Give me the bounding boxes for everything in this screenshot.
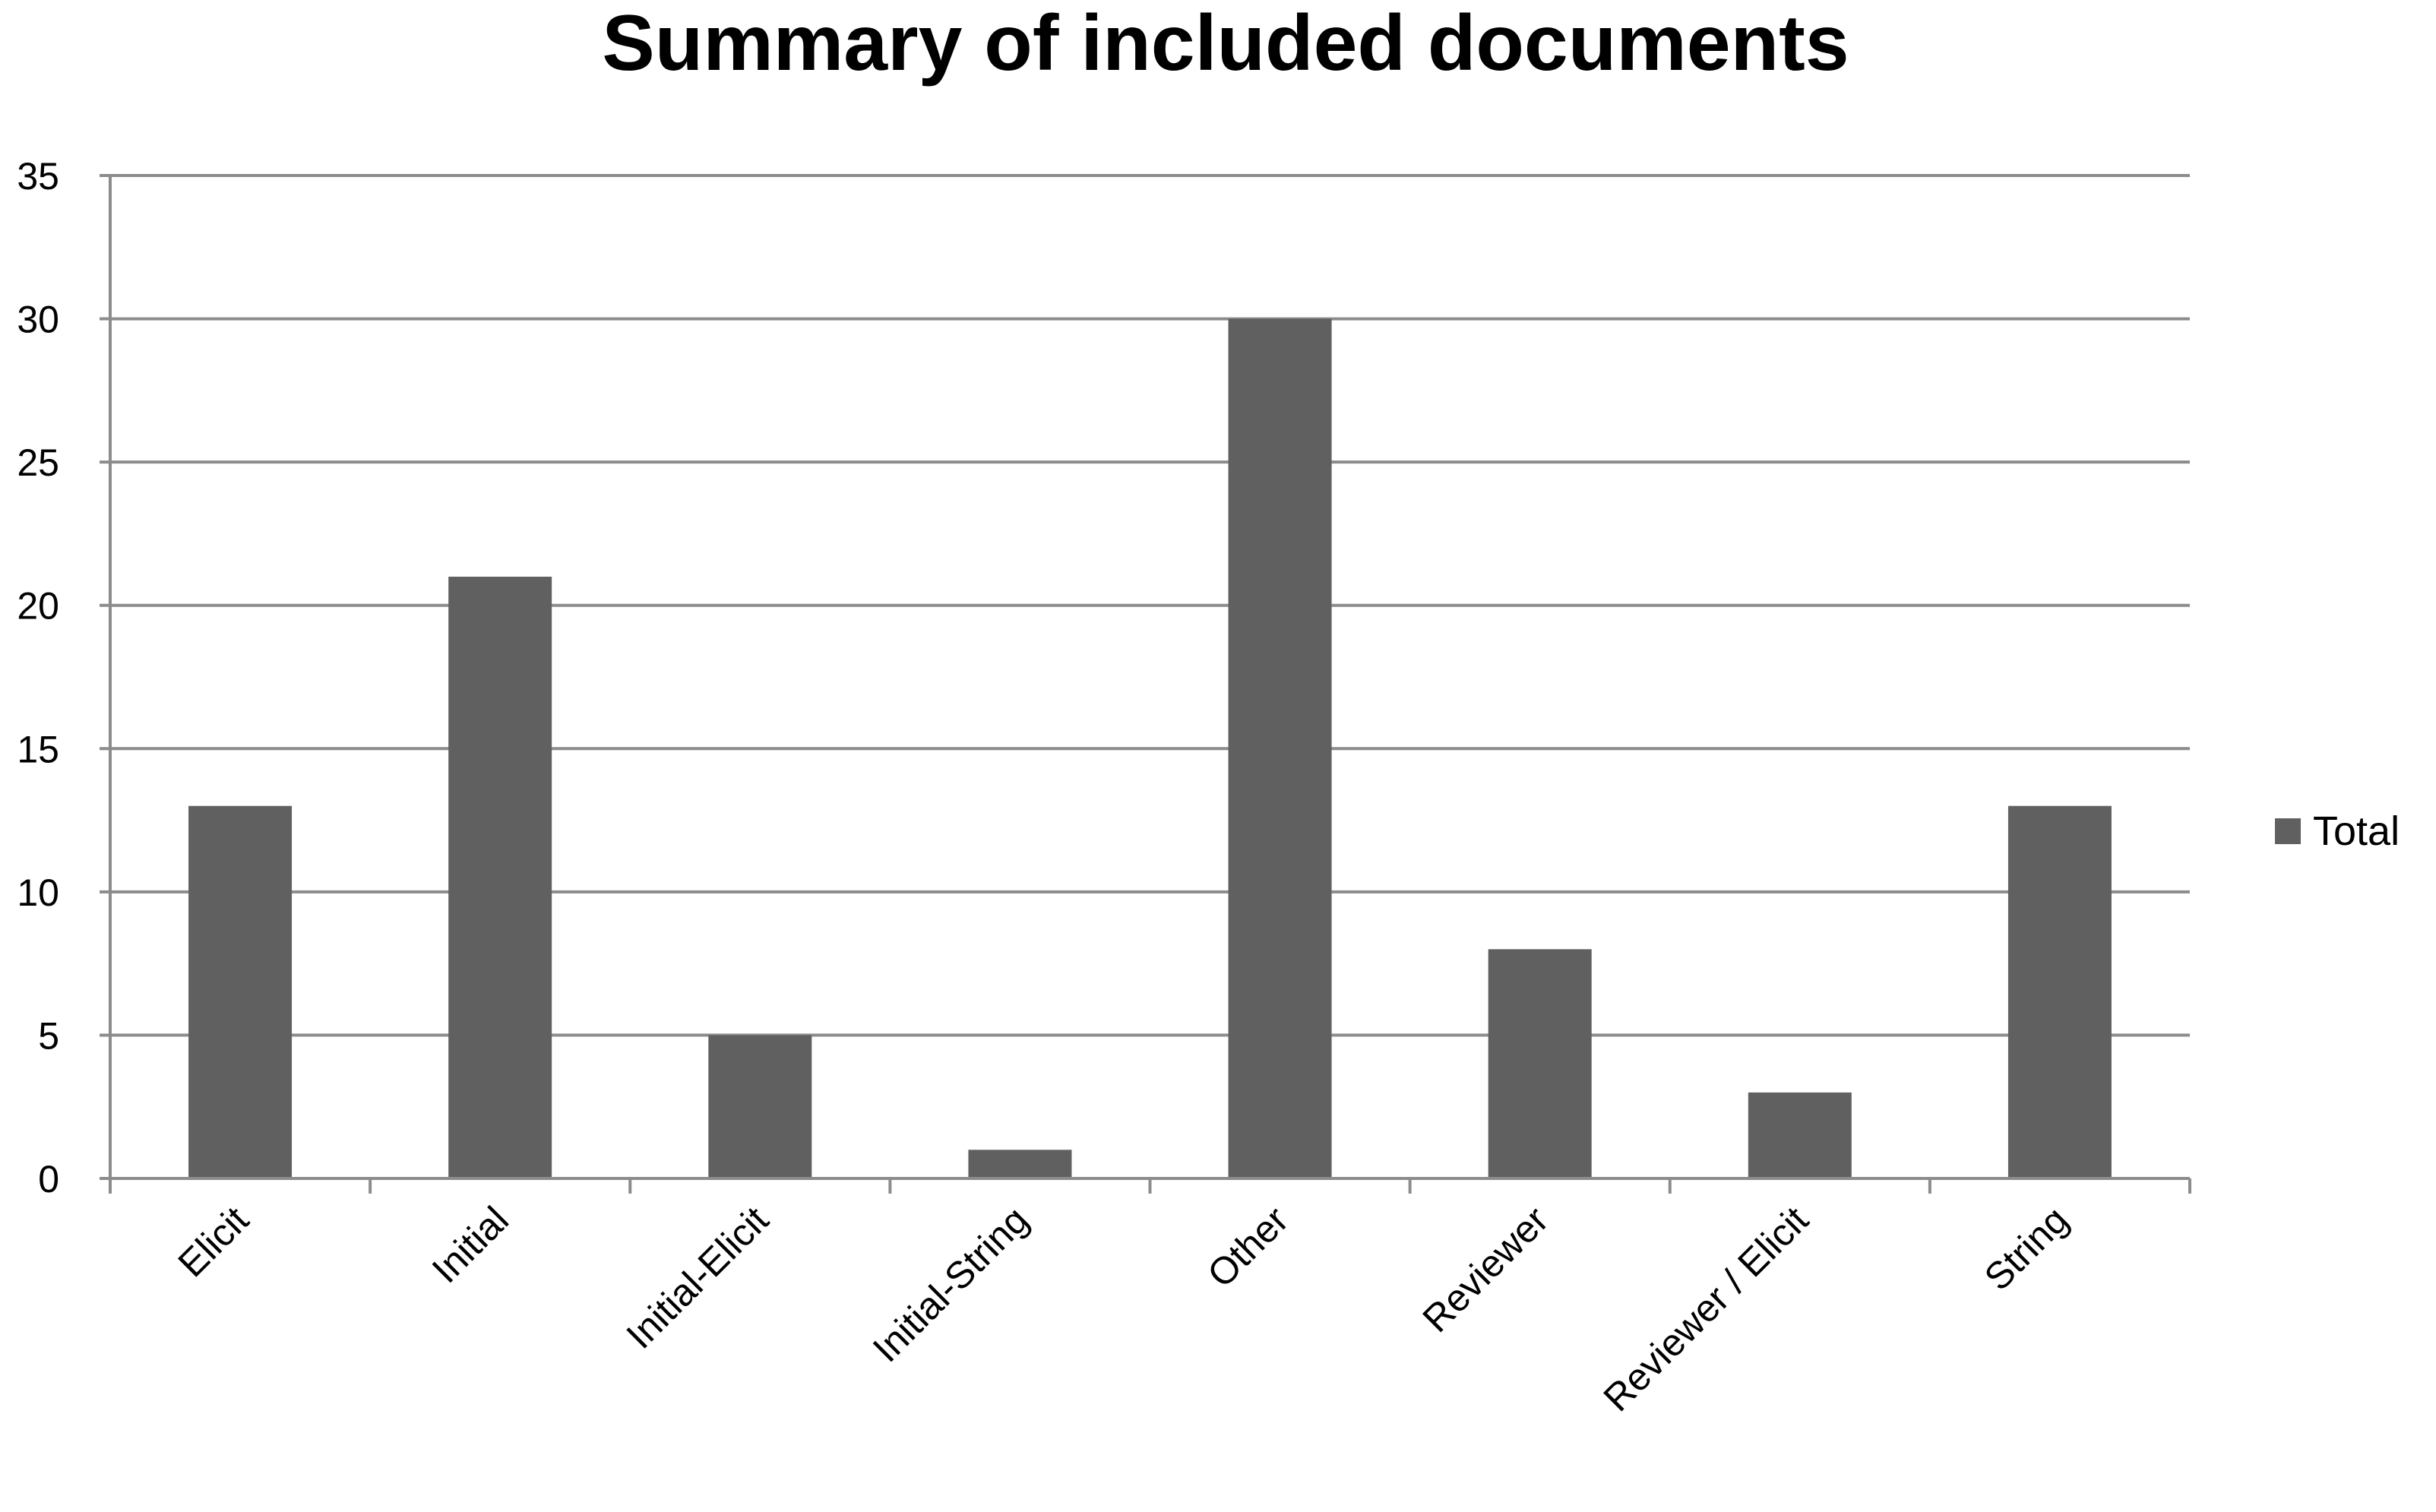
x-tick-labels: Elicit Initial Initial-Elicit Initial-Strin…: [170, 1198, 2077, 1419]
legend-swatch: [2275, 818, 2301, 844]
y-tick-label: 10: [17, 871, 59, 914]
x-tick-label: String: [1976, 1198, 2077, 1298]
bar-other: [1228, 318, 1332, 1179]
bar-string: [2007, 805, 2112, 1178]
bar-reviewer-elicit: [1748, 1092, 1852, 1178]
y-tick-label: 5: [38, 1014, 59, 1057]
y-tick-label: 20: [17, 585, 59, 628]
chart-title: Summary of included documents: [602, 0, 1849, 87]
legend-label-total: Total: [2313, 808, 2400, 854]
x-tick-label: Other: [1199, 1198, 1296, 1295]
bar-reviewer: [1488, 949, 1592, 1178]
x-tick-label: Initial-Elicit: [618, 1198, 777, 1357]
legend: Total: [2275, 808, 2400, 854]
gridlines: [110, 174, 2190, 1037]
x-tick-label: Elicit: [170, 1198, 257, 1285]
bar-initial-elicit: [708, 1035, 812, 1178]
y-tick-label: 35: [17, 155, 59, 198]
x-tick-label: Initial-String: [865, 1198, 1036, 1370]
bar-initial: [448, 577, 552, 1178]
x-tick-label: Initial: [424, 1198, 517, 1291]
bar-initial-string: [968, 1150, 1072, 1178]
x-tick-label: Reviewer / Elicit: [1596, 1198, 1817, 1419]
x-tick-label: Reviewer: [1415, 1198, 1557, 1340]
y-tick-label: 25: [17, 441, 59, 484]
y-tick-label: 30: [17, 299, 59, 341]
y-tick-label: 15: [17, 728, 59, 770]
x-axis: [109, 1177, 2191, 1194]
y-tick-label: 0: [38, 1158, 59, 1200]
bar-elicit: [188, 805, 293, 1178]
bars: [188, 318, 2112, 1179]
y-axis: 0 5 10 15 20 25 30 35: [17, 155, 112, 1200]
